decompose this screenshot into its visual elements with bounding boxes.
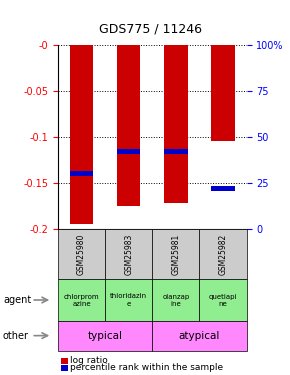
Text: other: other — [3, 331, 29, 340]
Text: olanzap
ine: olanzap ine — [162, 294, 189, 306]
Text: percentile rank within the sample: percentile rank within the sample — [70, 363, 223, 372]
Text: GSM25980: GSM25980 — [77, 233, 86, 275]
Text: GDS775 / 11246: GDS775 / 11246 — [99, 22, 202, 36]
Bar — [70, 45, 93, 224]
Bar — [70, 171, 93, 176]
Bar — [117, 149, 140, 154]
Bar — [164, 45, 188, 203]
Text: chlorprom
azine: chlorprom azine — [64, 294, 99, 306]
Text: agent: agent — [3, 295, 31, 305]
Text: atypical: atypical — [179, 331, 220, 340]
Bar — [211, 45, 235, 141]
Bar — [164, 149, 188, 154]
Text: quetiapi
ne: quetiapi ne — [209, 294, 237, 306]
Text: GSM25983: GSM25983 — [124, 233, 133, 275]
Bar — [117, 45, 140, 206]
Text: log ratio: log ratio — [70, 356, 107, 365]
Bar — [211, 186, 235, 191]
Text: thioridazin
e: thioridazin e — [110, 294, 147, 306]
Text: typical: typical — [88, 331, 123, 340]
Text: GSM25981: GSM25981 — [171, 233, 180, 274]
Text: GSM25982: GSM25982 — [218, 233, 227, 274]
